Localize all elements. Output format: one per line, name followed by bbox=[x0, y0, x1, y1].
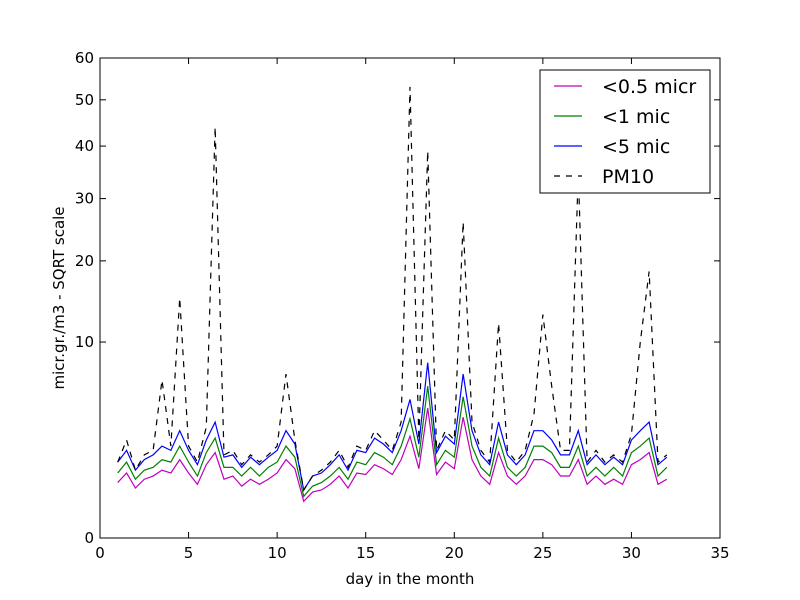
plot-area bbox=[117, 86, 668, 503]
legend-label: <5 mic bbox=[602, 136, 670, 158]
legend-box bbox=[539, 69, 711, 194]
x-tick-label: 35 bbox=[710, 544, 729, 562]
y-tick-label: 50 bbox=[75, 91, 94, 109]
y-tick-label: 60 bbox=[75, 49, 94, 67]
data-line bbox=[117, 362, 668, 492]
y-tick-label: 30 bbox=[75, 190, 94, 208]
x-tick-label: 25 bbox=[533, 544, 552, 562]
x-tick-label: 5 bbox=[184, 544, 194, 562]
x-axis-label: day in the month bbox=[346, 570, 475, 588]
legend-label: PM10 bbox=[602, 166, 654, 188]
x-tick-label: 10 bbox=[268, 544, 287, 562]
data-line bbox=[117, 386, 668, 498]
y-tick-label: 10 bbox=[75, 333, 94, 351]
y-tick-label: 40 bbox=[75, 137, 94, 155]
data-line bbox=[117, 407, 668, 503]
x-tick-label: 20 bbox=[445, 544, 464, 562]
y-tick-label: 20 bbox=[75, 252, 94, 270]
x-tick-label: 30 bbox=[622, 544, 641, 562]
y-tick-label: 0 bbox=[84, 529, 94, 547]
plot-frame bbox=[99, 57, 721, 539]
x-tick-label: 15 bbox=[356, 544, 375, 562]
legend-label: <0.5 micr bbox=[602, 76, 696, 98]
y-axis-label: micr.gr./m3 - SQRT scale bbox=[50, 206, 68, 389]
legend-label: <1 mic bbox=[602, 106, 670, 128]
x-tick-label: 0 bbox=[95, 544, 105, 562]
